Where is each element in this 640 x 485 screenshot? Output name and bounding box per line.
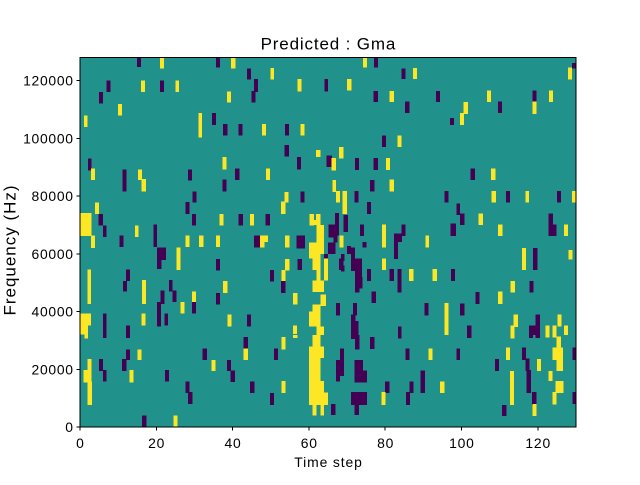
svg-text:20000: 20000 bbox=[32, 361, 74, 377]
svg-text:Predicted : Gma: Predicted : Gma bbox=[261, 34, 397, 53]
svg-text:40000: 40000 bbox=[32, 304, 74, 320]
svg-text:100: 100 bbox=[449, 435, 475, 451]
svg-text:60: 60 bbox=[301, 435, 318, 451]
svg-text:120: 120 bbox=[525, 435, 551, 451]
svg-text:40: 40 bbox=[224, 435, 241, 451]
svg-text:60000: 60000 bbox=[32, 246, 74, 262]
svg-text:20: 20 bbox=[148, 435, 165, 451]
svg-text:Frequency (Hz): Frequency (Hz) bbox=[0, 184, 19, 315]
svg-text:0: 0 bbox=[65, 419, 73, 435]
svg-text:0: 0 bbox=[76, 435, 85, 451]
svg-text:Time step: Time step bbox=[294, 454, 362, 470]
svg-text:80000: 80000 bbox=[32, 188, 74, 204]
svg-text:100000: 100000 bbox=[23, 130, 74, 146]
svg-text:120000: 120000 bbox=[23, 73, 74, 89]
svg-text:80: 80 bbox=[377, 435, 394, 451]
